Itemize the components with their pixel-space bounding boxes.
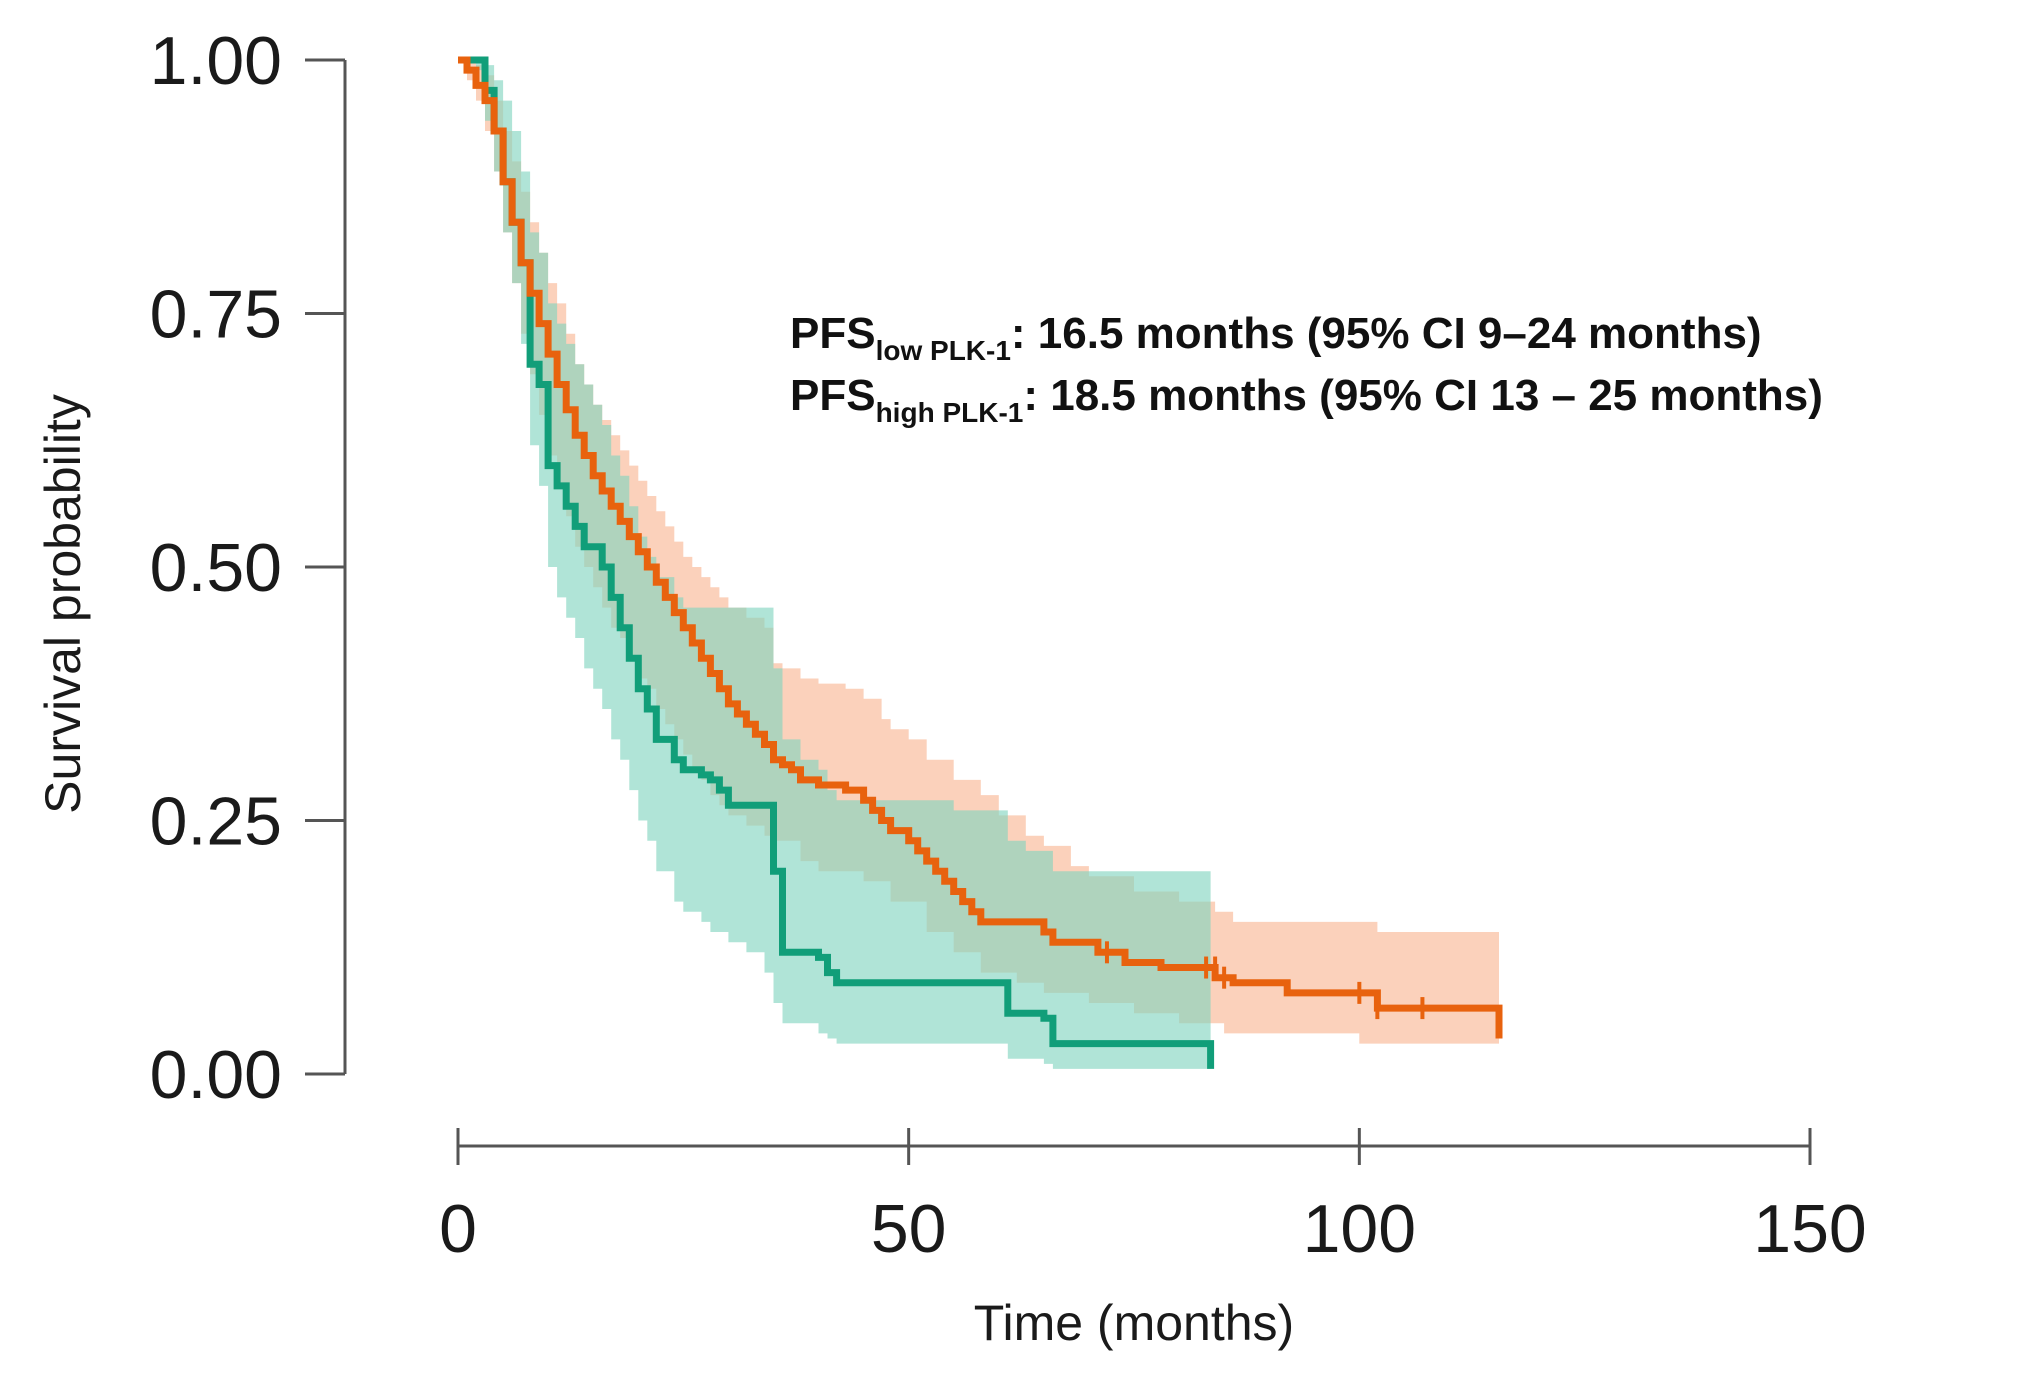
y-axis: 0.00 0.25 0.50 0.75 1.00 <box>150 23 347 1113</box>
y-tick-label: 0.25 <box>150 784 282 860</box>
annotation-high-text: : 18.5 months (95% CI 13 – 25 months) <box>1023 371 1823 420</box>
x-axis: 0 50 100 150 <box>439 1128 1867 1267</box>
annotation-high-prefix: PFS <box>790 371 876 420</box>
confidence-bands <box>458 60 1499 1069</box>
survival-line-high-plk-1 <box>458 56 1503 1039</box>
y-tick-label: 0.75 <box>150 277 282 353</box>
x-tick-label: 50 <box>871 1191 947 1267</box>
survival-curves <box>458 56 1503 1069</box>
ci-band-low-plk-1 <box>458 60 1211 1069</box>
censor-marks <box>1104 941 1425 1020</box>
y-tick-label: 1.00 <box>150 23 282 99</box>
y-ticks: 0.00 0.25 0.50 0.75 1.00 <box>150 23 345 1113</box>
annotation-low-subscript: low PLK-1 <box>876 335 1011 366</box>
y-axis-title: Survival probability <box>35 394 91 814</box>
annotation-high-subscript: high PLK-1 <box>876 397 1024 428</box>
x-axis-title: Time (months) <box>974 1295 1294 1351</box>
x-ticks: 0 50 100 150 <box>439 1128 1867 1267</box>
x-tick-label: 0 <box>439 1191 477 1267</box>
survival-line-low-plk-1 <box>458 56 1215 1069</box>
annotation-low-text: : 16.5 months (95% CI 9–24 months) <box>1011 309 1762 358</box>
annotation-high-plk1: PFShigh PLK-1: 18.5 months (95% CI 13 – … <box>790 371 1823 428</box>
y-tick-label: 0.50 <box>150 530 282 606</box>
y-tick-label: 0.00 <box>150 1037 282 1113</box>
annotation-low-prefix: PFS <box>790 309 876 358</box>
annotation-low-plk1: PFSlow PLK-1: 16.5 months (95% CI 9–24 m… <box>790 309 1762 366</box>
x-tick-label: 100 <box>1303 1191 1416 1267</box>
x-tick-label: 150 <box>1753 1191 1866 1267</box>
